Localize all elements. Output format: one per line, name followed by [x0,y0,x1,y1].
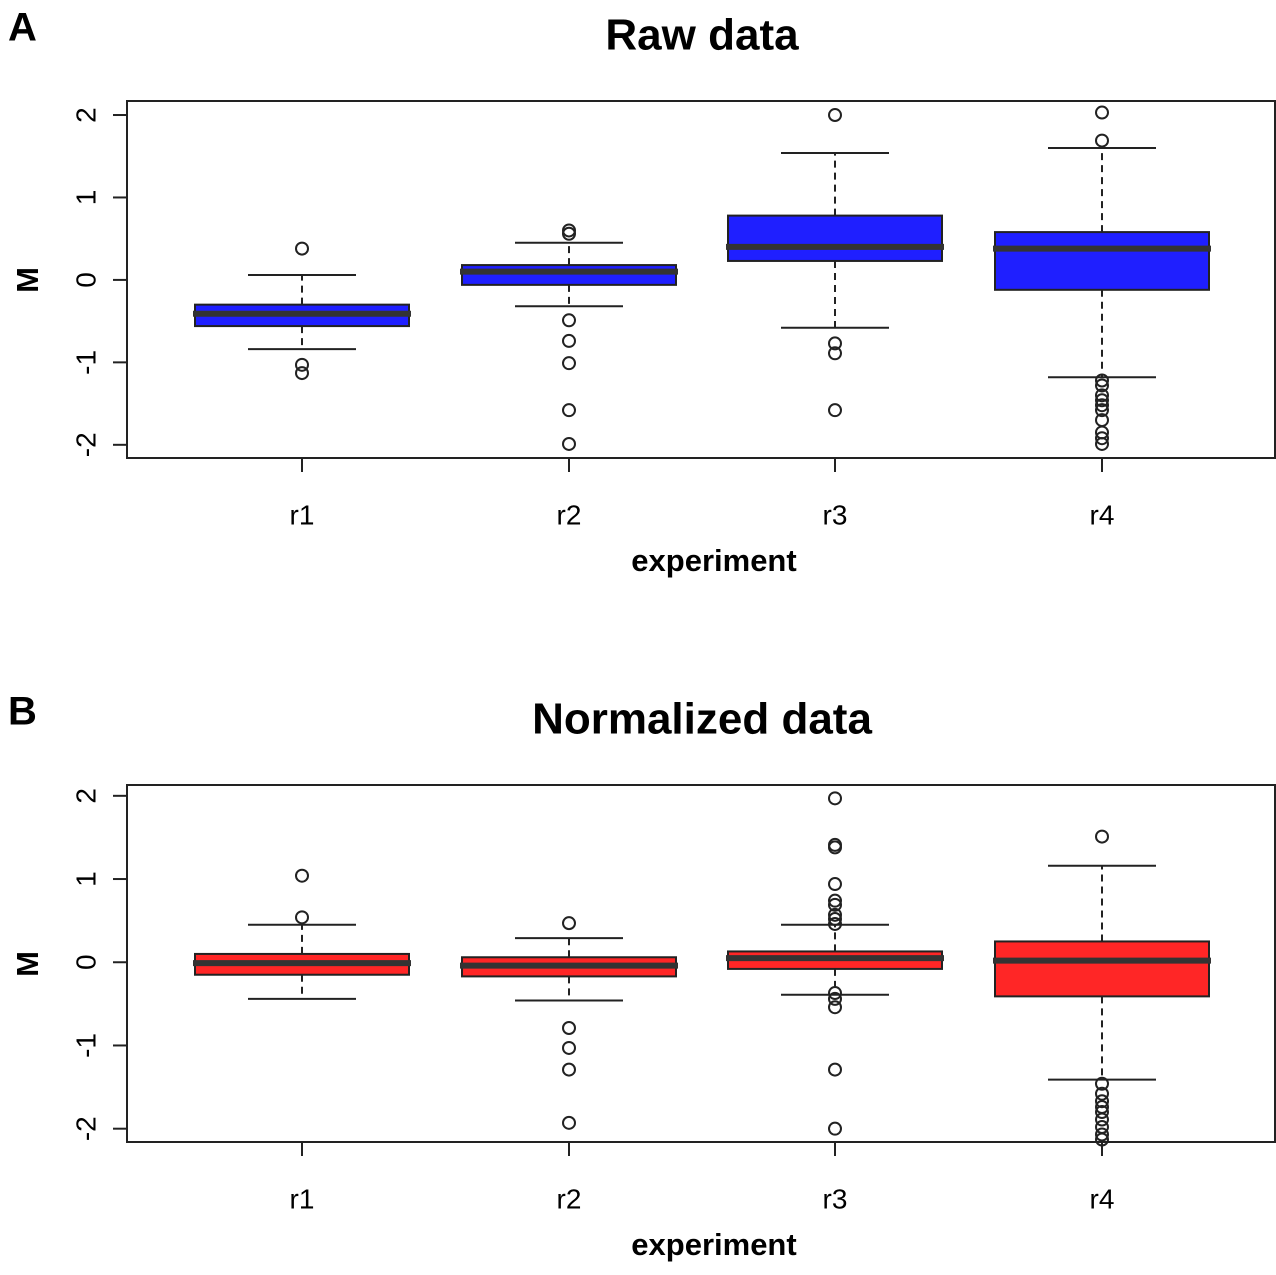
outlier [828,916,842,931]
outlier [828,336,842,351]
x-tick-label: r1 [290,499,315,530]
x-tick-label: r2 [557,499,582,530]
outlier [562,1040,576,1055]
y-tick-label: 1 [70,871,101,887]
y-tick-label: -1 [70,350,101,375]
outlier [828,991,842,1006]
y-tick-label: 1 [70,190,101,206]
outlier [1095,378,1109,393]
outlier [828,840,842,855]
outlier [562,1020,576,1035]
outlier [562,333,576,348]
x-tick-label: r2 [557,1183,582,1214]
outlier [562,313,576,328]
y-axis-label: M [10,267,45,293]
outlier [562,436,576,451]
box [994,231,1210,291]
outlier [1095,431,1109,446]
outlier [828,791,842,806]
outlier [295,357,309,372]
outlier [828,877,842,892]
outlier [1095,1105,1109,1120]
chart-title: Raw data [605,11,799,60]
outlier [828,897,842,912]
outlier [562,1062,576,1077]
outlier [828,403,842,418]
x-axis-label: experiment [631,1227,796,1262]
outlier [828,911,842,926]
outlier [295,241,309,256]
box [727,214,943,262]
box [461,264,677,286]
x-tick-label: r4 [1090,1183,1115,1214]
outlier [295,366,309,381]
outlier [562,356,576,371]
outlier [1095,1112,1109,1127]
outlier [562,226,576,241]
outlier [1095,1076,1109,1091]
plot-frame [126,784,1276,1143]
outlier [1095,1094,1109,1109]
chart-title: Normalized data [532,695,872,744]
outlier [828,907,842,922]
outlier [828,1000,842,1015]
outlier [1095,1127,1109,1142]
outlier [1095,373,1109,388]
y-tick-label: 2 [70,107,101,123]
outlier [1095,1086,1109,1101]
y-tick-label: -1 [70,1033,101,1058]
panel-label: A [8,6,37,50]
outlier [295,910,309,925]
outlier [828,346,842,361]
outlier [562,916,576,931]
outlier [828,986,842,1001]
outlier [1095,398,1109,413]
box [994,940,1210,998]
y-tick-label: 0 [70,272,101,288]
y-axis-label: M [10,951,45,977]
outlier [1095,403,1109,418]
outlier [295,868,309,883]
outlier [1095,436,1109,451]
x-tick-label: r4 [1090,499,1115,530]
outlier [1095,388,1109,403]
outlier [1095,829,1109,844]
y-tick-label: 2 [70,788,101,804]
x-tick-label: r3 [823,1183,848,1214]
outlier [828,108,842,123]
outlier [828,1062,842,1077]
outlier [828,893,842,908]
x-tick-label: r3 [823,499,848,530]
x-axis-label: experiment [631,543,796,578]
x-tick-label: r1 [290,1183,315,1214]
outlier [1095,105,1109,120]
outlier [1095,1132,1109,1147]
y-tick-label: -2 [70,432,101,457]
outlier [1095,393,1109,408]
outlier [828,1121,842,1136]
outlier [562,403,576,418]
outlier [1095,133,1109,148]
y-tick-label: -2 [70,1116,101,1141]
outlier [562,1115,576,1130]
panel-label: B [8,690,37,734]
y-tick-label: 0 [70,954,101,970]
